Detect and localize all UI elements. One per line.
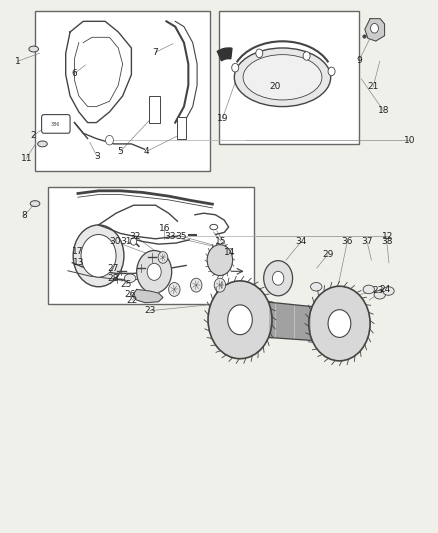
Text: 23: 23: [372, 286, 383, 295]
Text: 38: 38: [381, 237, 392, 246]
Bar: [35, 11, 210, 171]
Text: 25: 25: [120, 280, 132, 288]
Ellipse shape: [243, 55, 322, 100]
Text: 1: 1: [14, 57, 21, 66]
Ellipse shape: [38, 141, 47, 147]
Text: 11: 11: [21, 154, 32, 163]
Text: 12: 12: [382, 232, 393, 240]
Circle shape: [169, 282, 180, 296]
Text: 21: 21: [367, 83, 379, 91]
Ellipse shape: [210, 224, 218, 230]
Text: 15: 15: [215, 237, 227, 246]
Circle shape: [147, 263, 161, 280]
Text: 2: 2: [30, 132, 35, 140]
Ellipse shape: [124, 274, 136, 282]
Text: 29: 29: [322, 251, 333, 259]
Text: 7: 7: [152, 48, 159, 56]
Circle shape: [208, 281, 272, 359]
Text: 386: 386: [51, 122, 60, 127]
FancyBboxPatch shape: [42, 115, 70, 133]
Text: 18: 18: [378, 106, 389, 115]
Circle shape: [191, 278, 202, 292]
Text: 23: 23: [144, 306, 155, 315]
Text: 28: 28: [107, 274, 119, 283]
Text: 3: 3: [94, 152, 100, 161]
Text: 10: 10: [404, 136, 415, 144]
Bar: [219, 11, 359, 144]
Text: 4: 4: [144, 147, 149, 156]
Ellipse shape: [30, 200, 40, 207]
Circle shape: [256, 49, 263, 58]
Ellipse shape: [374, 290, 385, 299]
Text: 26: 26: [125, 290, 136, 299]
Text: 34: 34: [296, 237, 307, 246]
Polygon shape: [268, 302, 312, 341]
Text: 30: 30: [109, 237, 120, 246]
Circle shape: [207, 245, 233, 276]
Text: 31: 31: [120, 237, 132, 246]
Circle shape: [137, 251, 172, 293]
Circle shape: [158, 252, 168, 263]
Circle shape: [106, 135, 113, 145]
Polygon shape: [365, 19, 385, 41]
Text: 35: 35: [175, 232, 187, 240]
Text: 14: 14: [224, 248, 236, 256]
Text: 8: 8: [21, 212, 27, 220]
Ellipse shape: [383, 287, 394, 295]
Circle shape: [232, 63, 239, 72]
Text: 37: 37: [361, 237, 373, 246]
Circle shape: [264, 261, 293, 296]
Bar: [177, 117, 186, 139]
Text: 17: 17: [72, 247, 84, 256]
Circle shape: [328, 67, 335, 76]
Circle shape: [272, 271, 284, 285]
Circle shape: [303, 52, 310, 60]
Text: 16: 16: [159, 224, 170, 232]
Text: 24: 24: [379, 285, 390, 294]
Circle shape: [309, 286, 370, 361]
Text: 33: 33: [164, 232, 176, 240]
Circle shape: [73, 225, 124, 287]
Ellipse shape: [311, 282, 322, 291]
Ellipse shape: [234, 48, 331, 107]
Text: 9: 9: [356, 56, 362, 64]
Text: 36: 36: [342, 237, 353, 246]
Circle shape: [81, 235, 116, 277]
Ellipse shape: [363, 285, 374, 294]
Text: 20: 20: [269, 83, 281, 91]
Text: 6: 6: [71, 69, 78, 78]
Bar: [149, 96, 160, 123]
Text: 13: 13: [73, 258, 85, 266]
Circle shape: [214, 278, 226, 292]
Circle shape: [131, 238, 137, 245]
Text: 19: 19: [217, 114, 228, 123]
Text: 32: 32: [129, 232, 141, 240]
Circle shape: [328, 310, 351, 337]
Text: 22: 22: [127, 296, 138, 304]
Circle shape: [371, 23, 378, 33]
Text: 5: 5: [117, 147, 124, 156]
Bar: [48, 187, 254, 304]
Text: 27: 27: [107, 264, 119, 272]
Wedge shape: [217, 48, 232, 61]
Polygon shape: [132, 289, 163, 303]
Circle shape: [228, 305, 252, 335]
Ellipse shape: [29, 46, 39, 52]
